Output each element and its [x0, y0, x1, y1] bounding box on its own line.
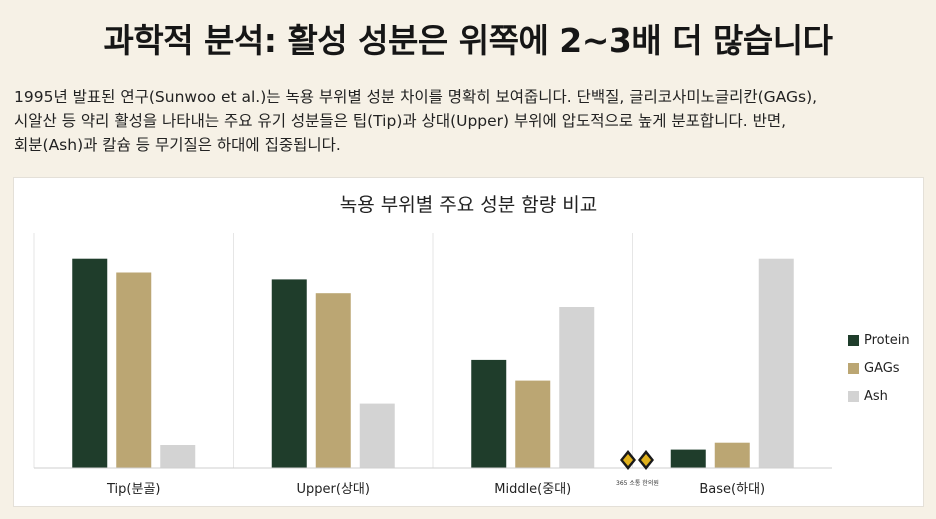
bar-protein-3	[670, 449, 706, 468]
legend-item-protein: Protein	[848, 326, 910, 354]
deer-antler-logo-icon	[620, 450, 654, 470]
page-headline: 과학적 분석: 활성 성분은 위쪽에 2~3배 더 많습니다	[103, 21, 833, 60]
legend-label-ash: Ash	[864, 388, 888, 404]
bar-protein-0	[72, 258, 108, 468]
chart-card: 녹용 부위별 주요 성분 함량 비교 Tip(분골) Upper(상대) Middl…	[13, 177, 924, 507]
x-tick-label: Middle(중대)	[494, 482, 571, 497]
legend-swatch-gags	[848, 362, 859, 374]
bar-gags-1	[315, 293, 351, 468]
legend-label-protein: Protein	[864, 332, 910, 348]
bar-protein-1	[271, 279, 307, 468]
bar-protein-2	[471, 359, 507, 468]
x-tick-label: Base(하대)	[699, 482, 765, 497]
x-tick-label: Upper(상대)	[297, 482, 370, 497]
bar-ash-0	[160, 445, 196, 468]
bar-ash-3	[758, 258, 794, 468]
watermark-text: 365 소통 한의원	[616, 480, 659, 487]
watermark: 365 소통 한의원	[616, 448, 659, 487]
bar-gags-3	[714, 442, 750, 468]
legend-swatch-protein	[848, 334, 859, 346]
legend: Protein GAGs Ash	[848, 326, 910, 410]
x-tick-label: Tip(분골)	[106, 482, 160, 497]
bar-ash-2	[559, 307, 595, 468]
bar-gags-0	[116, 272, 152, 468]
body-line-2: 시알산 등 약리 활성을 나타내는 주요 유기 성분들은 팁(Tip)과 상대(…	[14, 112, 787, 130]
chart-title: 녹용 부위별 주요 성분 함량 비교	[339, 194, 598, 216]
bar-gags-2	[515, 380, 551, 468]
body-paragraph: 1995년 발표된 연구(Sunwoo et al.)는 녹용 부위별 성분 차…	[14, 85, 924, 157]
legend-item-ash: Ash	[848, 382, 910, 410]
bar-ash-1	[359, 403, 395, 468]
legend-label-gags: GAGs	[864, 360, 900, 376]
body-line-3: 회분(Ash)과 칼슘 등 무기질은 하대에 집중됩니다.	[14, 136, 341, 154]
legend-item-gags: GAGs	[848, 354, 910, 382]
body-line-1: 1995년 발표된 연구(Sunwoo et al.)는 녹용 부위별 성분 차…	[14, 88, 818, 106]
legend-swatch-ash	[848, 390, 859, 402]
bar-chart: Tip(분골) Upper(상대) Middle(중대) Base(하대)	[33, 233, 832, 497]
